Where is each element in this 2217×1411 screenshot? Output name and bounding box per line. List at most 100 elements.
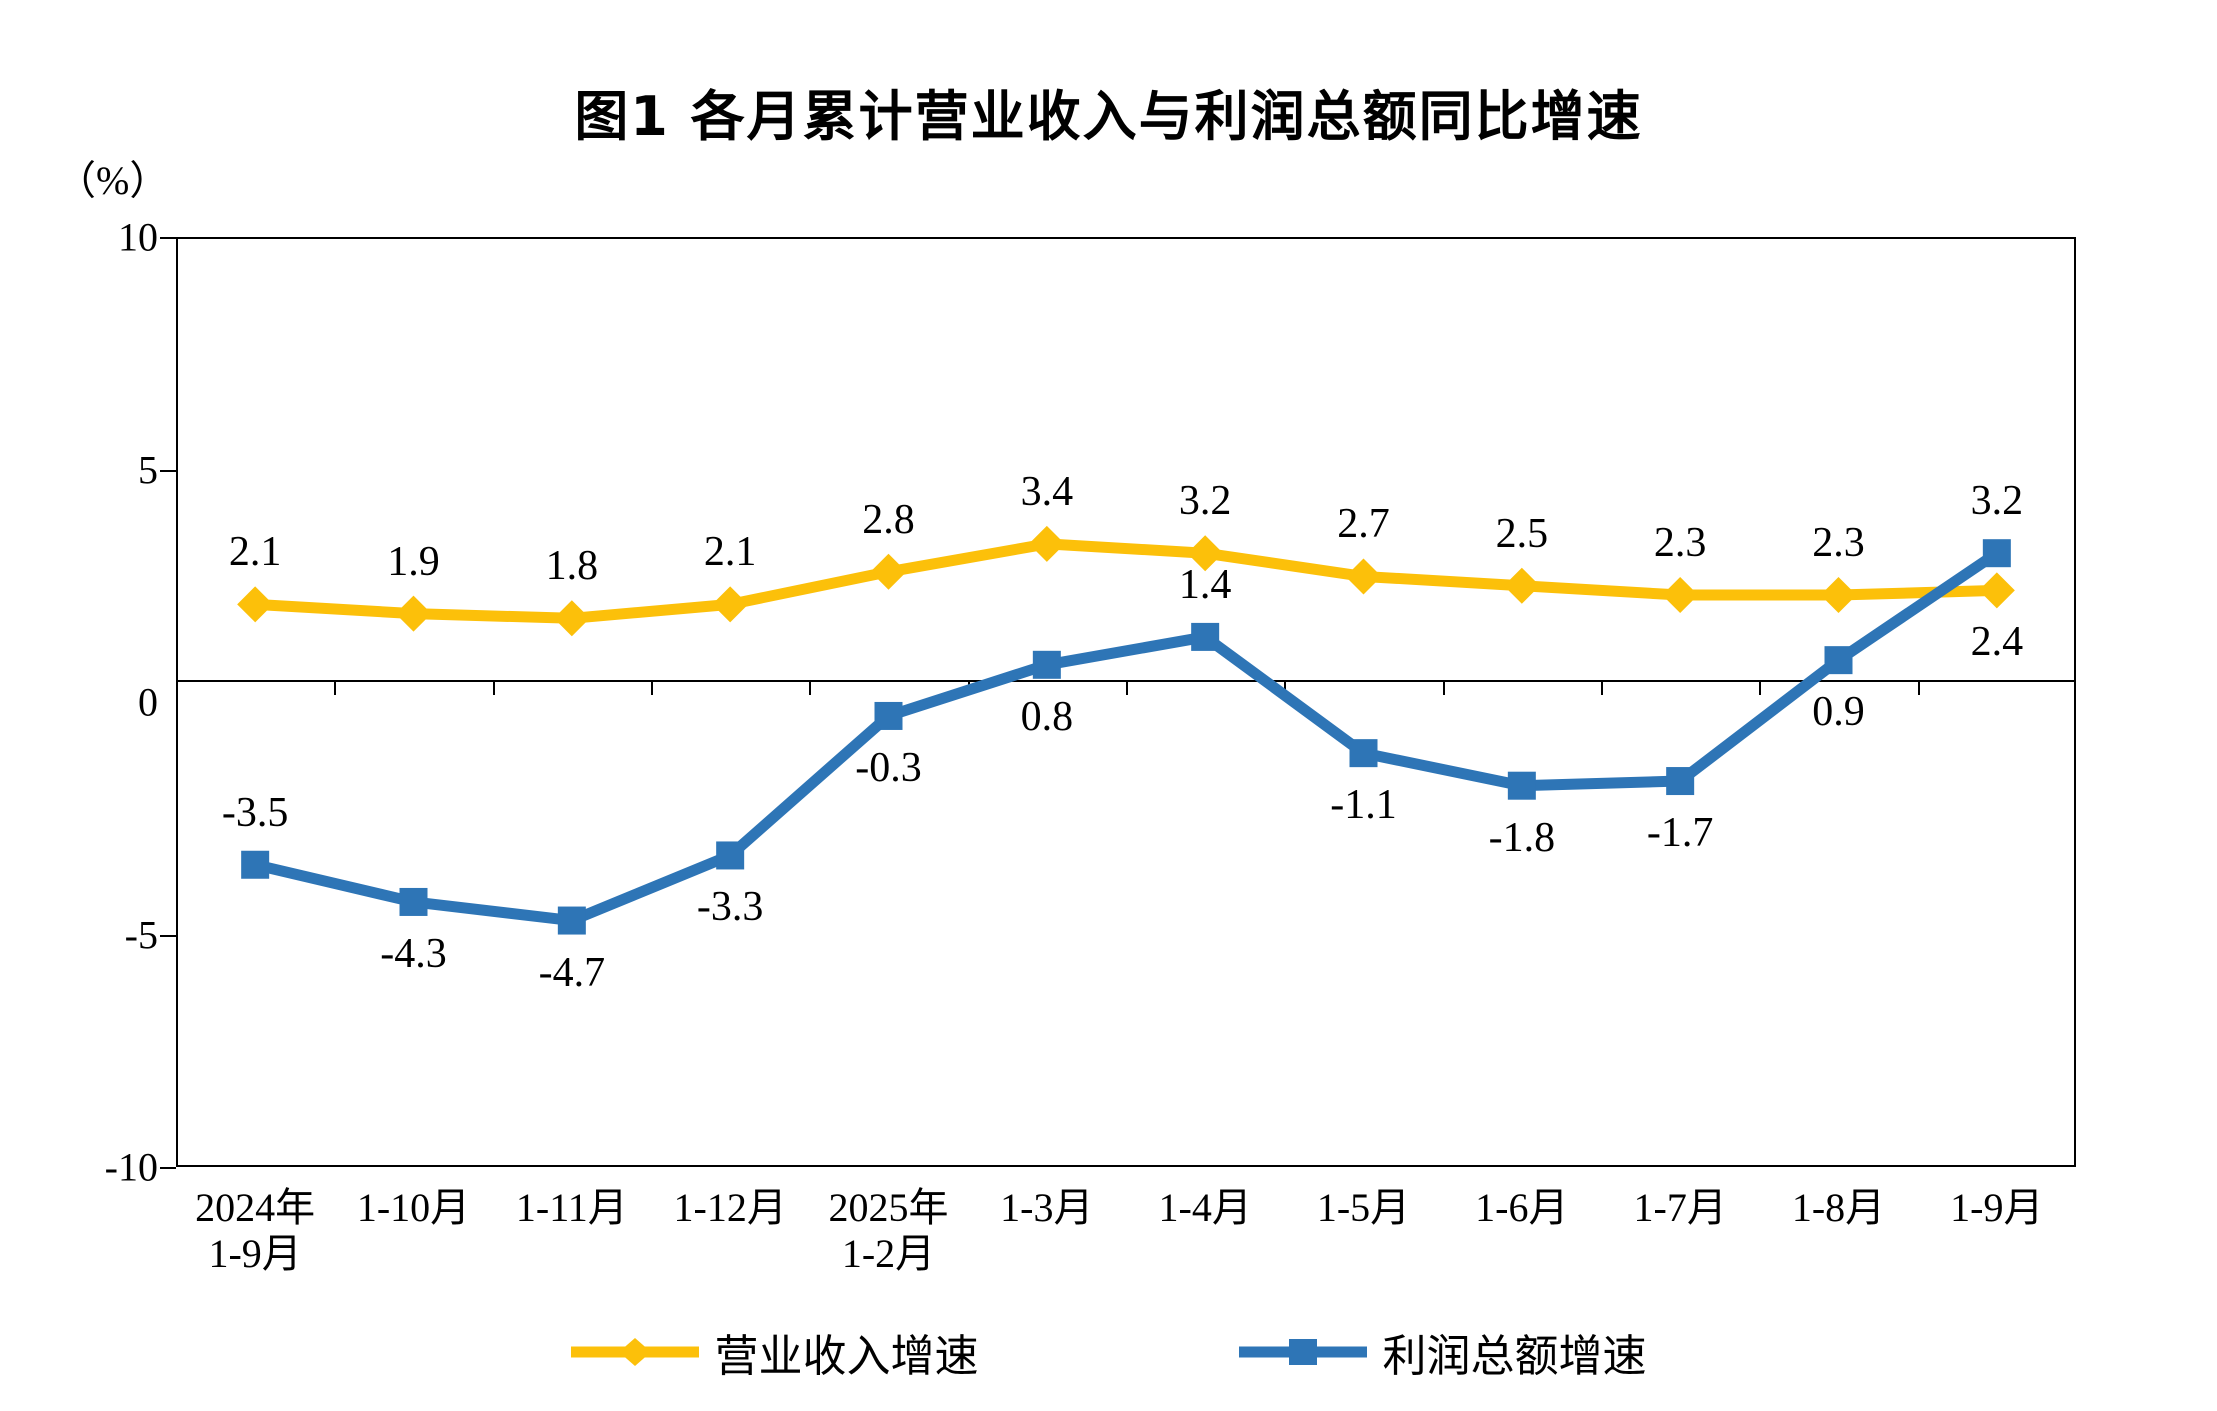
data-point-marker (1503, 567, 1540, 604)
data-point-marker (1662, 577, 1699, 614)
x-axis-tick-label: 1-9月 (1950, 1185, 2043, 1231)
data-label: 0.8 (1020, 693, 1074, 740)
y-axis-tick-mark (160, 934, 176, 937)
data-label: 2.4 (1970, 619, 2024, 666)
x-axis-tick-label: 1-6月 (1475, 1185, 1568, 1231)
data-label: 0.9 (1812, 689, 1865, 736)
data-point-marker (241, 850, 270, 879)
x-axis-tick-label-line1: 1-4月 (1158, 1185, 1252, 1230)
x-axis-tick-label: 1-12月 (673, 1185, 786, 1231)
x-axis-tick-label: 1-7月 (1633, 1185, 1726, 1231)
x-axis-tick-label-line1: 1-5月 (1316, 1185, 1411, 1230)
x-axis-tick-label: 2024年 1-9月 (195, 1185, 315, 1277)
x-axis-tick-label-line1: 1-12月 (673, 1185, 787, 1230)
data-label: 1.9 (387, 538, 440, 585)
legend-item-revenue[interactable]: 营业收入增速 (570, 1320, 979, 1384)
data-label: 3.2 (1178, 478, 1232, 525)
data-point-marker (1187, 535, 1224, 572)
x-axis-tick-mark (1759, 680, 1762, 695)
y-axis-tick-label: -5 (124, 912, 158, 957)
data-label: -4.3 (380, 930, 447, 977)
data-point-marker (1507, 771, 1536, 800)
x-axis-tick-mark (1601, 680, 1603, 695)
x-axis-tick-label: 2025年 1-2月 (829, 1185, 949, 1277)
plot-border (176, 237, 2076, 1167)
data-point-marker (1820, 577, 1857, 614)
series-line (253, 548, 2000, 927)
y-axis-tick-mark (160, 1167, 176, 1169)
y-axis-tick-label: 10 (118, 214, 158, 260)
series-revenue (237, 525, 2015, 637)
data-label: 2.8 (862, 496, 915, 543)
data-point-marker (870, 553, 907, 590)
series-profit (241, 539, 2011, 935)
plot-area (176, 237, 2076, 1167)
data-point-marker (1978, 572, 2015, 609)
x-axis-tick-mark (651, 680, 653, 695)
x-axis-tick-label-line1: 1-7月 (1633, 1185, 1727, 1230)
data-point-marker (1191, 622, 1220, 651)
legend-item-profit[interactable]: 利润总额增速 (1238, 1320, 1647, 1384)
legend-label: 利润总额增速 (1382, 1331, 1647, 1382)
data-point-marker (1345, 558, 1382, 595)
data-point-marker (1824, 646, 1853, 675)
data-label: 2.1 (228, 529, 282, 576)
x-axis-tick-label-line1: 2025年 (828, 1185, 949, 1230)
diamond-marker-icon (570, 1335, 699, 1369)
x-axis-tick-label-line1: 1-11月 (515, 1185, 628, 1230)
x-axis-tick-label: 1-11月 (516, 1185, 628, 1231)
data-label: -4.7 (538, 949, 606, 996)
x-axis-tick-label: 1-10月 (357, 1185, 470, 1231)
series-layer (237, 525, 2015, 935)
data-point-marker (712, 586, 749, 623)
x-axis-tick-label-line1: 1-8月 (1791, 1185, 1886, 1230)
y-axis-unit-label: （%） (56, 158, 170, 203)
data-point-marker (395, 595, 432, 632)
data-label: -0.3 (855, 744, 922, 791)
square-marker-icon (1238, 1335, 1367, 1369)
x-axis-tick-label: 1-5月 (1317, 1185, 1410, 1231)
y-axis-tick-labels: 10 5 0 -5 -10 (46, 215, 158, 1190)
x-axis-tick-label-line2: 1-9月 (208, 1231, 302, 1276)
x-axis-tick-mark (334, 680, 337, 695)
y-axis-tick-label: 0 (138, 679, 158, 725)
x-axis-tick-mark (1126, 680, 1128, 695)
data-point-marker (1666, 767, 1695, 796)
y-axis-tick-mark (160, 237, 176, 239)
data-label: -1.8 (1488, 814, 1556, 861)
data-point-marker (557, 906, 586, 935)
data-label: -1.1 (1330, 782, 1397, 829)
data-label: 2.5 (1495, 510, 1549, 557)
x-axis-tick-label: 1-4月 (1158, 1185, 1251, 1231)
data-point-marker (1032, 650, 1061, 679)
data-label: -1.7 (1646, 810, 1714, 857)
data-label: 3.2 (1970, 478, 2024, 525)
x-axis-tick-label: 1-8月 (1792, 1185, 1885, 1231)
x-axis-tick-label-line1: 1-3月 (1000, 1185, 1094, 1230)
x-axis-tick-label-line1: 1-9月 (1950, 1185, 2044, 1230)
x-axis-tick-labels: 2024年 1-9月 1-10月 1-11月 1-12月 2025年 1-2月 1-3月 1-4… (176, 1185, 2076, 1315)
x-axis-tick-label-line2: 1-2月 (841, 1231, 936, 1276)
x-axis-tick-mark (809, 680, 812, 695)
data-point-marker (1349, 739, 1378, 768)
chart-legend: 营业收入增速 利润总额增速 (0, 1320, 2217, 1384)
data-label: 3.4 (1020, 468, 1074, 515)
x-axis-tick-mark (1917, 680, 1920, 695)
data-point-marker (716, 841, 745, 870)
x-axis-tick-label-line1: 1-6月 (1475, 1185, 1569, 1230)
x-axis-tick-mark (1284, 680, 1287, 695)
y-axis-tick-label: 5 (138, 447, 158, 492)
data-label: 2.3 (1653, 520, 1707, 567)
data-label: 1.4 (1178, 561, 1232, 608)
data-label: 1.8 (545, 543, 599, 590)
data-point-marker (237, 586, 274, 623)
x-axis-tick-mark (1442, 680, 1445, 695)
legend-label: 营业收入增速 (714, 1331, 979, 1382)
data-label: 2.1 (703, 529, 757, 576)
x-axis-tick-label-line1: 2024年 (195, 1185, 316, 1230)
data-point-marker (1982, 539, 2011, 568)
data-point-marker (874, 701, 903, 730)
data-point-marker (1028, 525, 1065, 562)
y-axis-tick-mark (160, 469, 176, 472)
